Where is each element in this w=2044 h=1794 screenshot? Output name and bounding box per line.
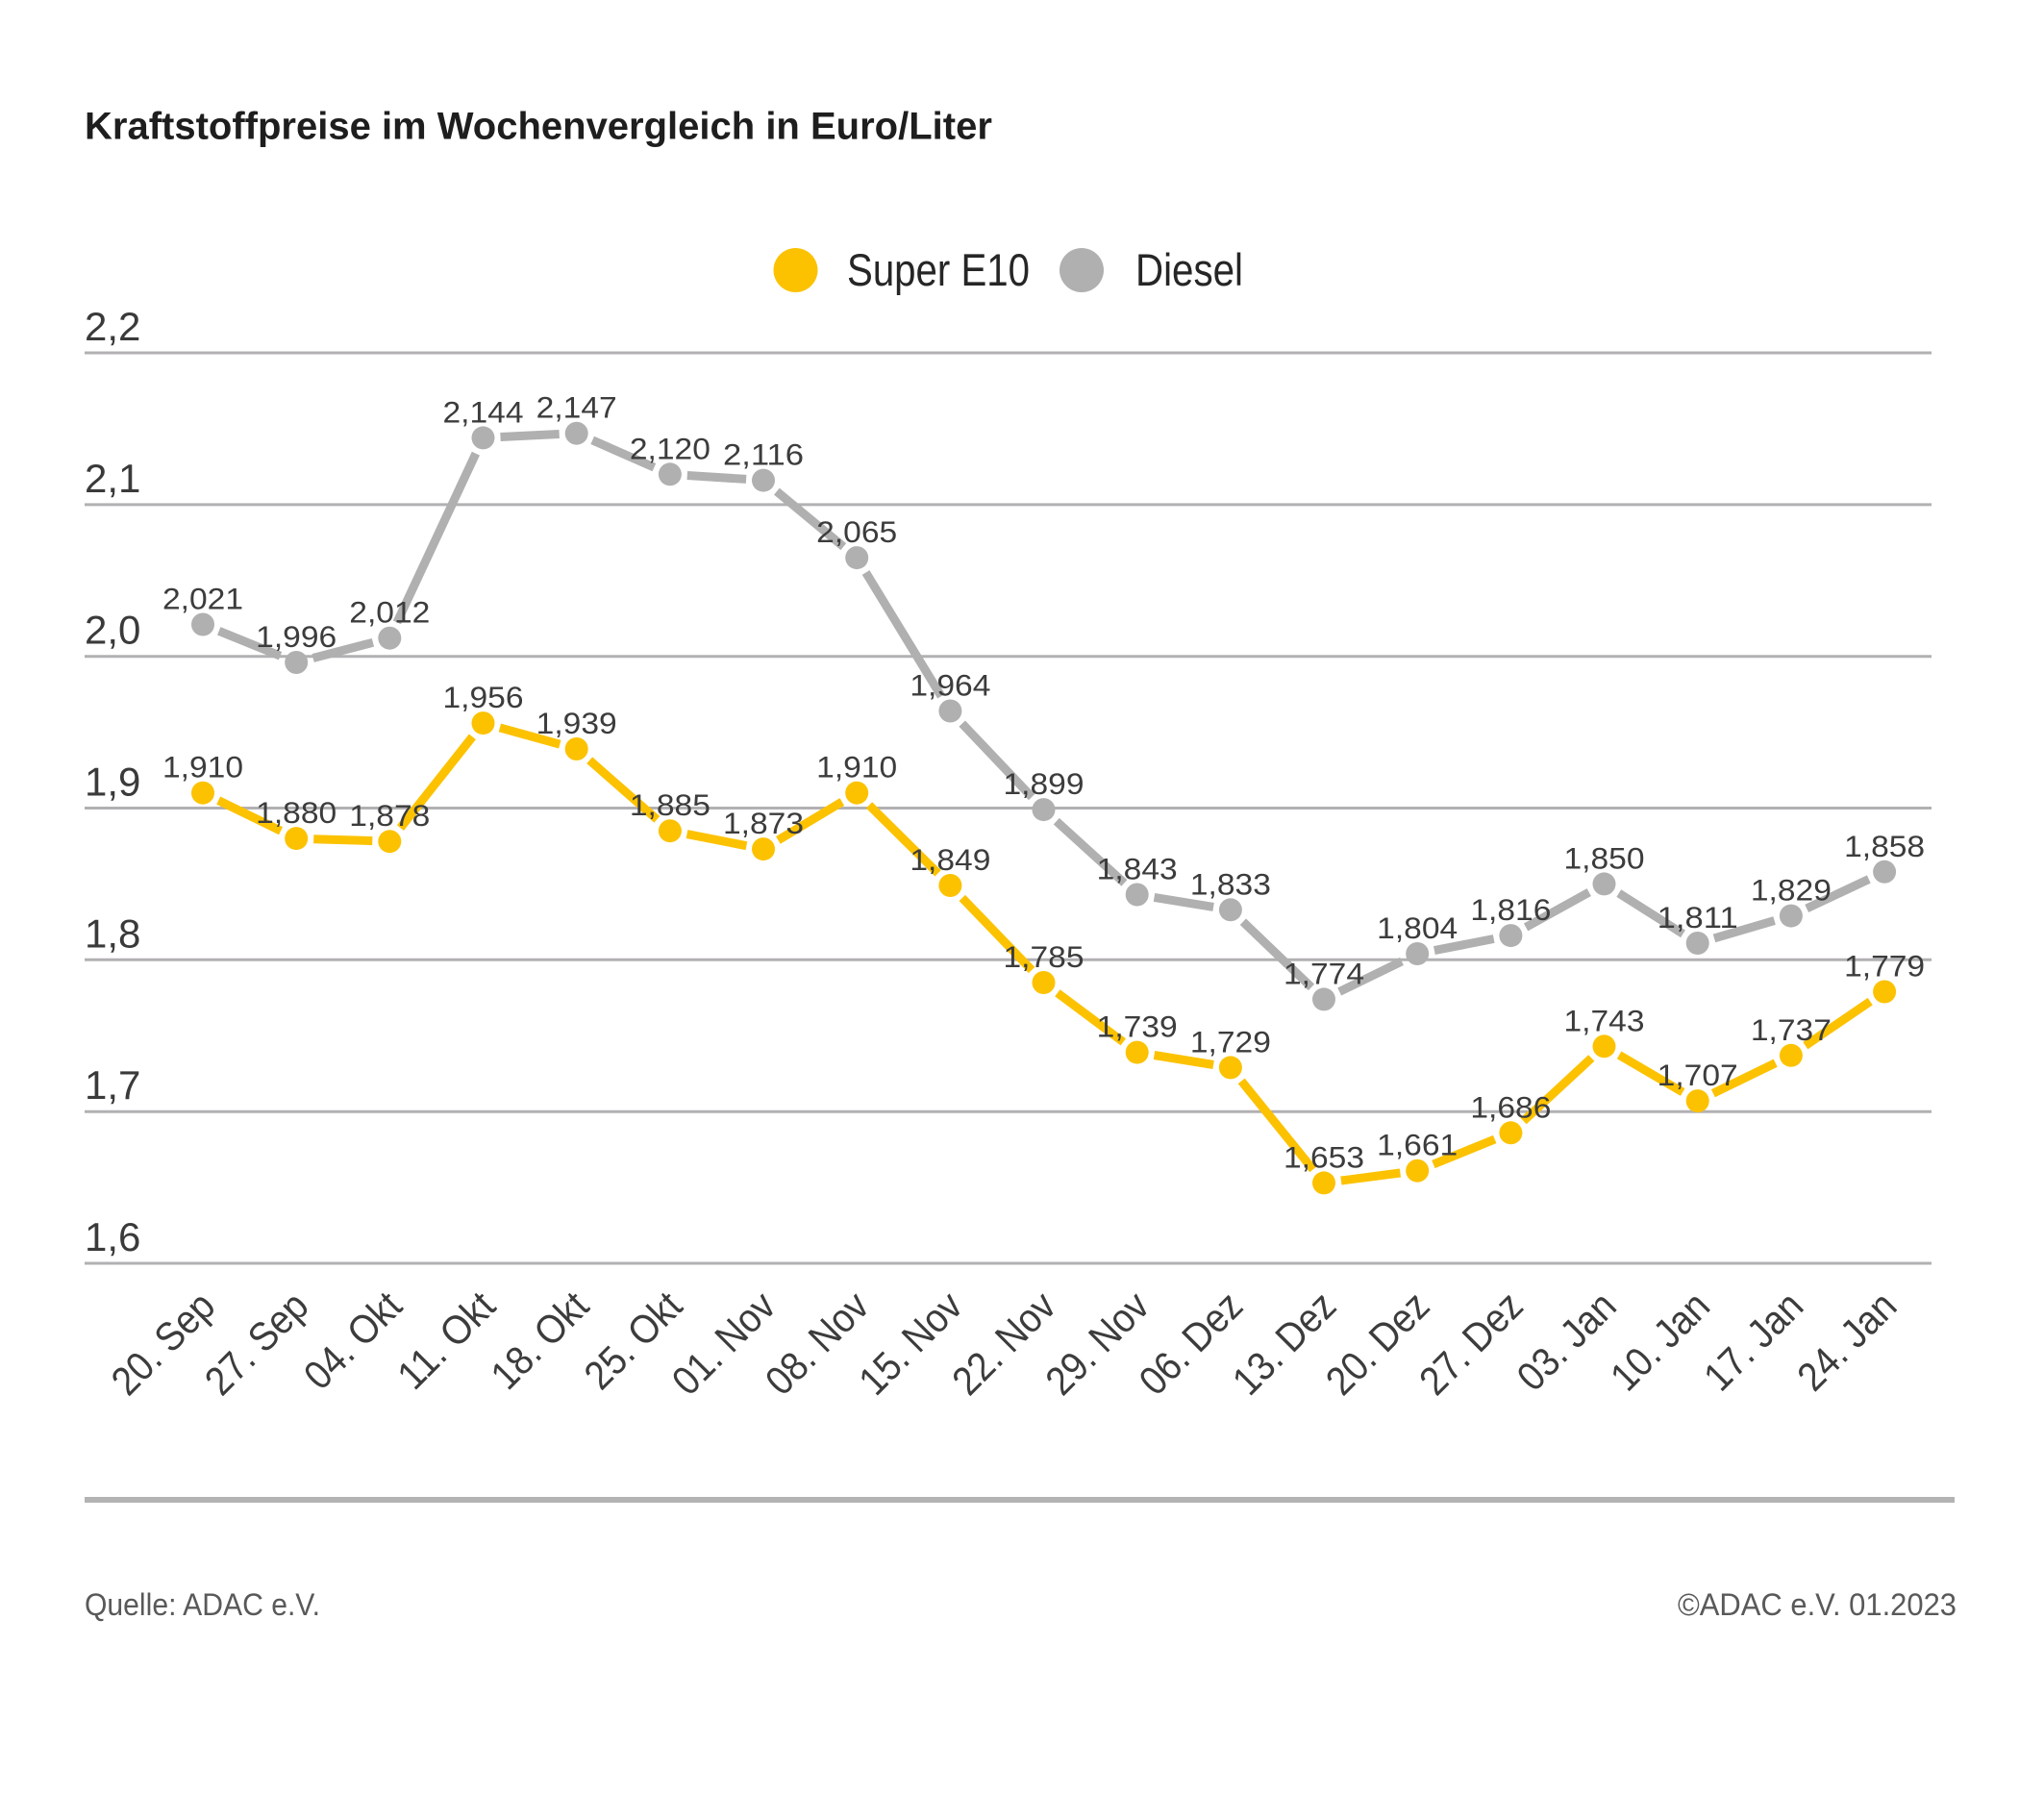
svg-text:2,147: 2,147 (536, 390, 617, 425)
svg-text:1,739: 1,739 (1097, 1009, 1178, 1044)
svg-text:1,804: 1,804 (1377, 910, 1458, 945)
svg-text:Kraftstoffpreise im Wochenverg: Kraftstoffpreise im Wochenvergleich in E… (85, 106, 992, 148)
svg-text:1,785: 1,785 (1004, 939, 1084, 974)
svg-text:1,850: 1,850 (1564, 840, 1645, 875)
svg-text:1,939: 1,939 (536, 706, 617, 740)
svg-text:1,816: 1,816 (1470, 892, 1551, 927)
svg-text:1,653: 1,653 (1284, 1139, 1364, 1174)
svg-text:1,774: 1,774 (1284, 956, 1364, 990)
svg-text:2,0: 2,0 (85, 608, 140, 653)
svg-text:2,1: 2,1 (85, 456, 140, 501)
svg-text:1,873: 1,873 (723, 806, 804, 840)
svg-text:1,779: 1,779 (1844, 949, 1925, 984)
svg-text:2,120: 2,120 (630, 431, 710, 465)
svg-text:2,116: 2,116 (723, 437, 804, 472)
svg-text:1,729: 1,729 (1190, 1024, 1271, 1059)
svg-text:1,878: 1,878 (349, 798, 430, 833)
svg-text:2,021: 2,021 (162, 582, 243, 616)
svg-text:1,964: 1,964 (910, 668, 990, 703)
svg-text:©ADAC e.V. 01.2023: ©ADAC e.V. 01.2023 (1678, 1587, 1957, 1622)
svg-text:1,6: 1,6 (85, 1214, 140, 1259)
svg-text:1,833: 1,833 (1190, 866, 1271, 901)
svg-text:1,843: 1,843 (1097, 852, 1178, 886)
svg-text:1,910: 1,910 (162, 750, 243, 785)
svg-text:Super E10: Super E10 (847, 244, 1030, 295)
svg-text:1,9: 1,9 (85, 760, 140, 805)
svg-text:1,743: 1,743 (1564, 1003, 1645, 1037)
svg-text:1,661: 1,661 (1377, 1128, 1458, 1162)
svg-text:1,996: 1,996 (256, 619, 337, 654)
svg-text:1,686: 1,686 (1470, 1089, 1551, 1124)
svg-text:2,012: 2,012 (349, 595, 430, 630)
svg-text:1,7: 1,7 (85, 1062, 140, 1108)
svg-text:1,910: 1,910 (816, 750, 897, 785)
svg-text:1,880: 1,880 (256, 795, 337, 830)
svg-text:1,885: 1,885 (630, 787, 710, 822)
svg-text:2,144: 2,144 (443, 394, 524, 429)
svg-text:2,2: 2,2 (85, 304, 140, 349)
svg-text:1,849: 1,849 (910, 842, 990, 877)
svg-text:1,8: 1,8 (85, 910, 140, 956)
svg-text:Quelle: ADAC e.V.: Quelle: ADAC e.V. (85, 1587, 320, 1622)
svg-text:1,858: 1,858 (1844, 829, 1925, 863)
svg-text:2,065: 2,065 (816, 514, 897, 549)
svg-text:1,899: 1,899 (1004, 766, 1084, 801)
svg-text:Diesel: Diesel (1135, 244, 1243, 295)
svg-text:1,707: 1,707 (1658, 1058, 1738, 1092)
svg-text:1,811: 1,811 (1658, 900, 1738, 934)
svg-text:1,956: 1,956 (443, 680, 524, 714)
svg-text:1,737: 1,737 (1751, 1012, 1832, 1047)
svg-text:1,829: 1,829 (1751, 873, 1832, 908)
